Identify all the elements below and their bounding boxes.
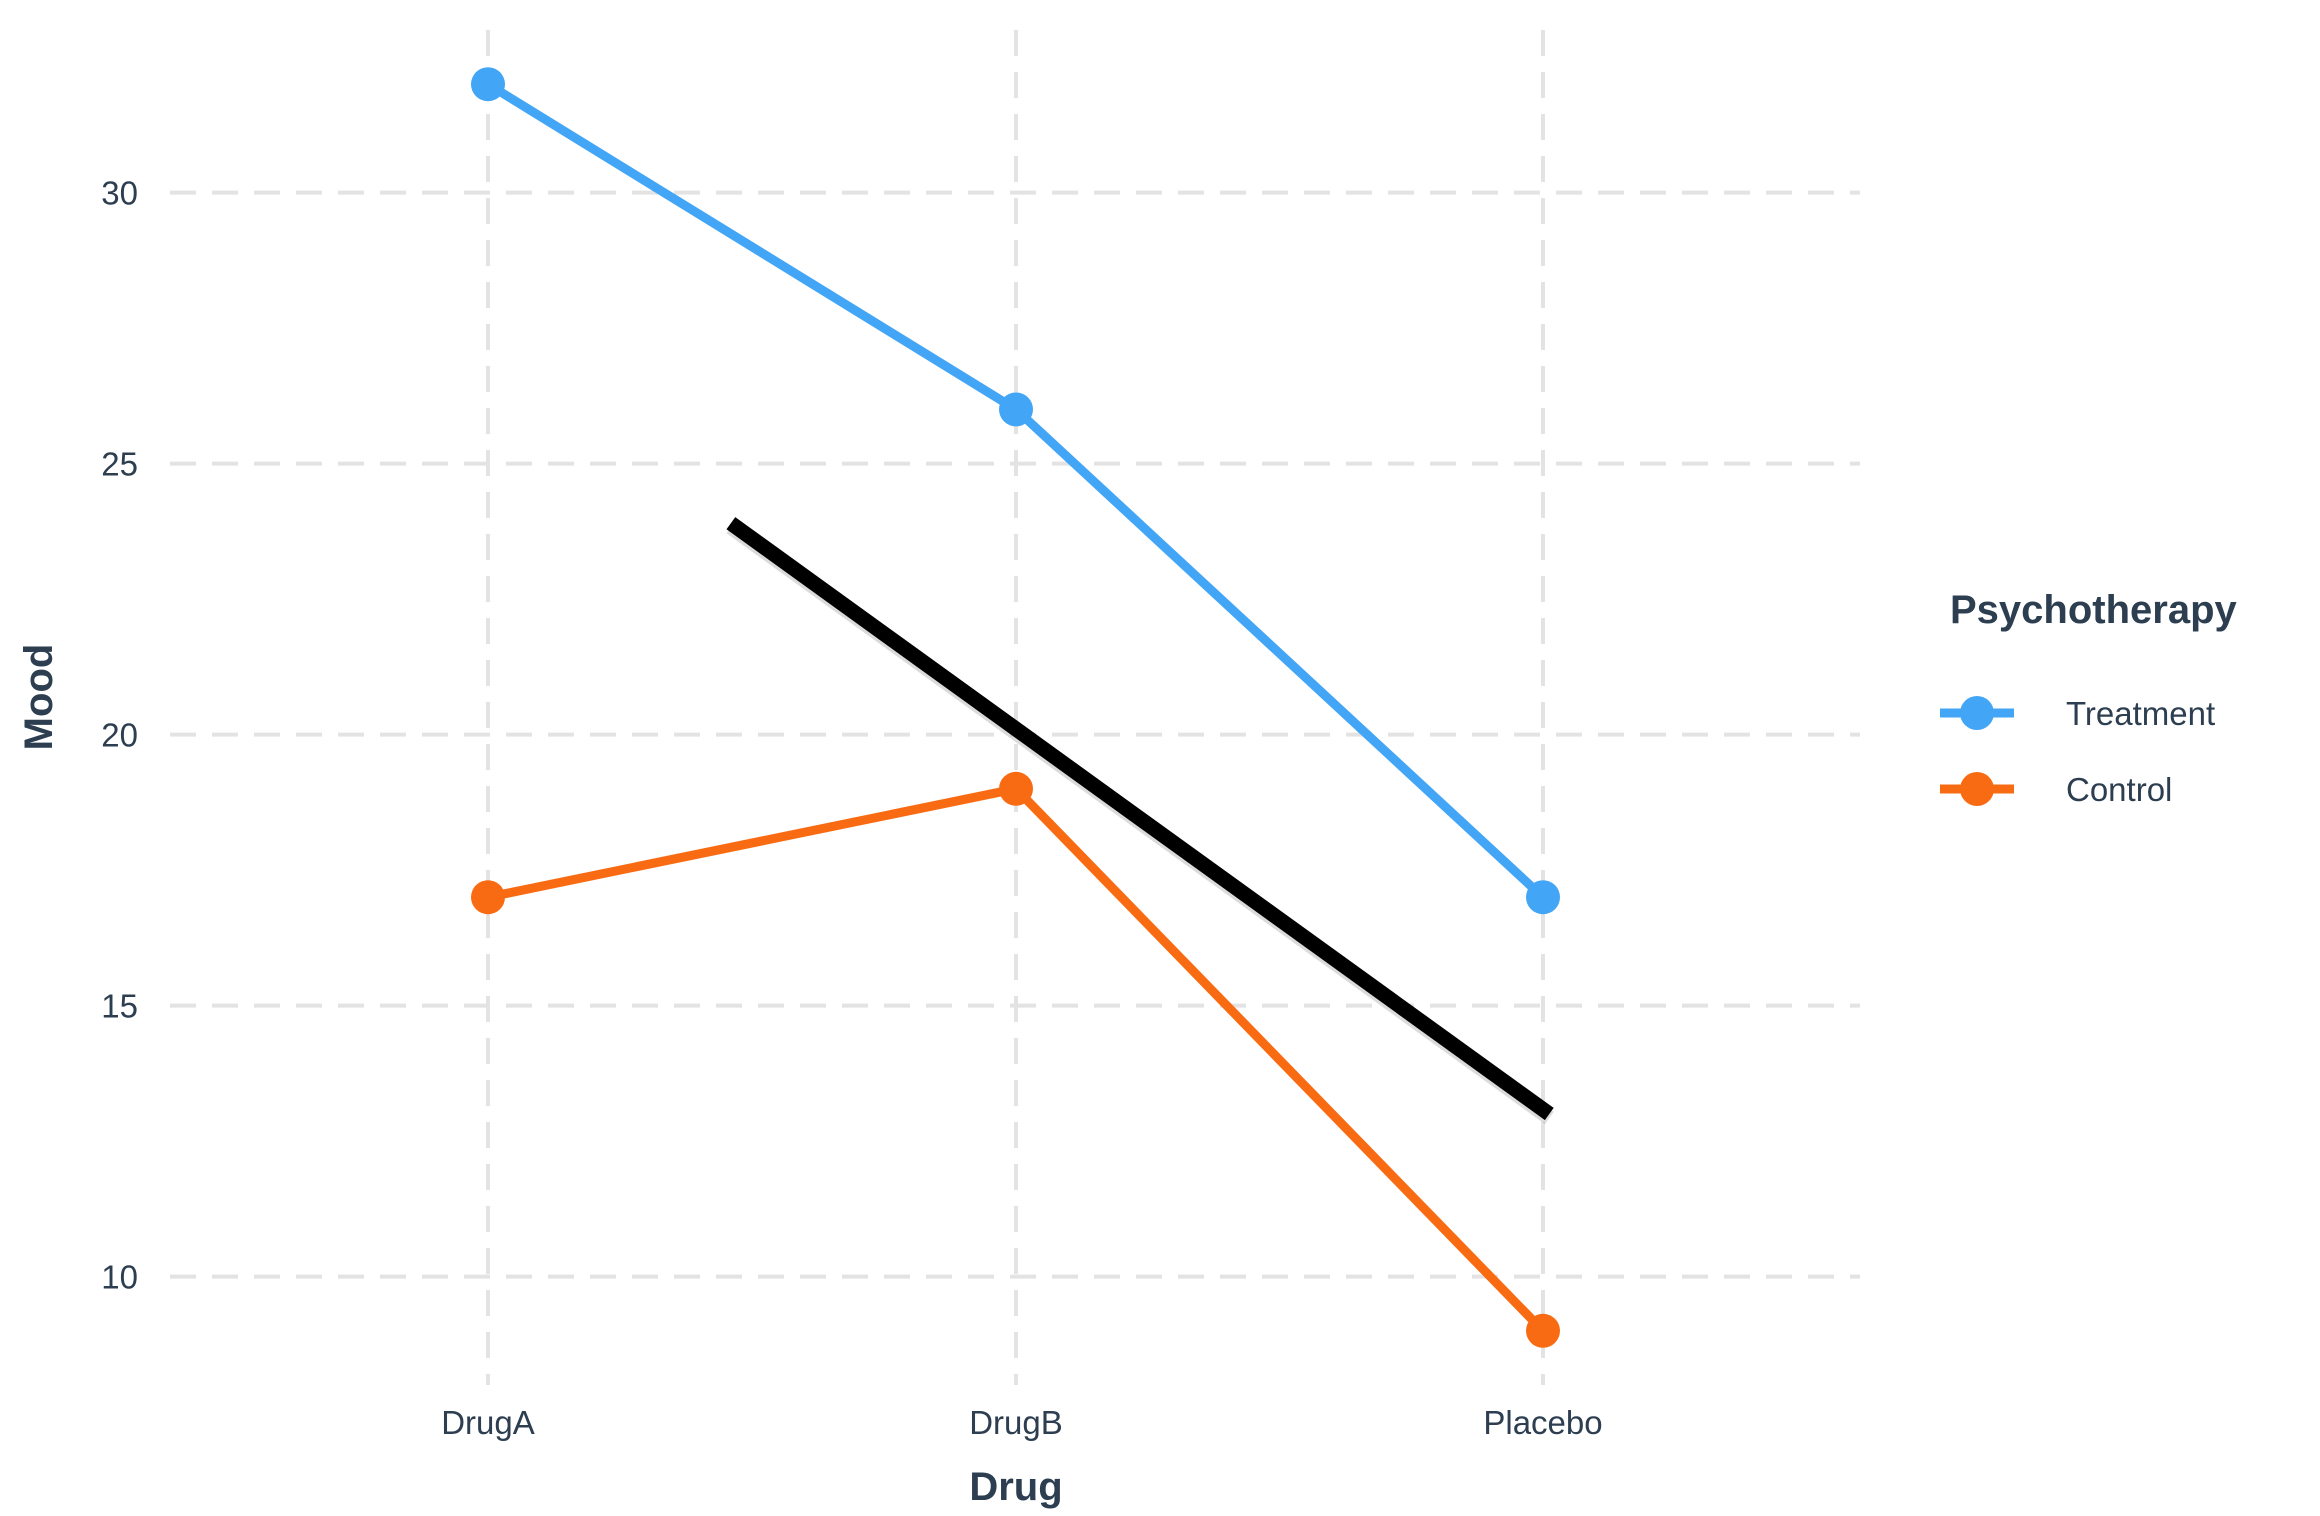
grid-layer	[170, 30, 1860, 1385]
data-point-treatment	[999, 392, 1033, 427]
y-tick-label: 20	[101, 717, 138, 754]
y-tick-label: 15	[101, 988, 138, 1025]
y-tick-label: 25	[101, 446, 138, 483]
series-layer	[471, 67, 1560, 1348]
x-tick-label: Placebo	[1483, 1404, 1602, 1441]
trend-line	[726, 517, 1554, 1121]
y-axis-title: Mood	[17, 644, 61, 751]
legend-key-marker-control	[1960, 772, 1994, 806]
legend: Psychotherapy Treatment Control	[1940, 588, 2238, 808]
y-tick-label: 30	[101, 175, 138, 212]
data-point-treatment	[1526, 880, 1560, 915]
axis-layer: Drug Mood 10 15 20 25 30 DrugA DrugB Placebo	[17, 175, 1603, 1509]
x-axis-title: Drug	[969, 1465, 1062, 1509]
legend-key-marker-treatment	[1960, 696, 1994, 730]
data-point-control	[1526, 1313, 1560, 1348]
legend-title: Psychotherapy	[1950, 588, 2238, 632]
data-point-control	[471, 880, 505, 915]
data-point-control	[999, 771, 1033, 806]
legend-label-treatment: Treatment	[2066, 695, 2215, 732]
x-tick-label: DrugB	[969, 1404, 1063, 1441]
legend-label-control: Control	[2066, 771, 2172, 808]
y-tick-label: 10	[101, 1259, 138, 1296]
x-tick-label: DrugA	[441, 1404, 535, 1441]
data-point-treatment	[471, 67, 505, 102]
